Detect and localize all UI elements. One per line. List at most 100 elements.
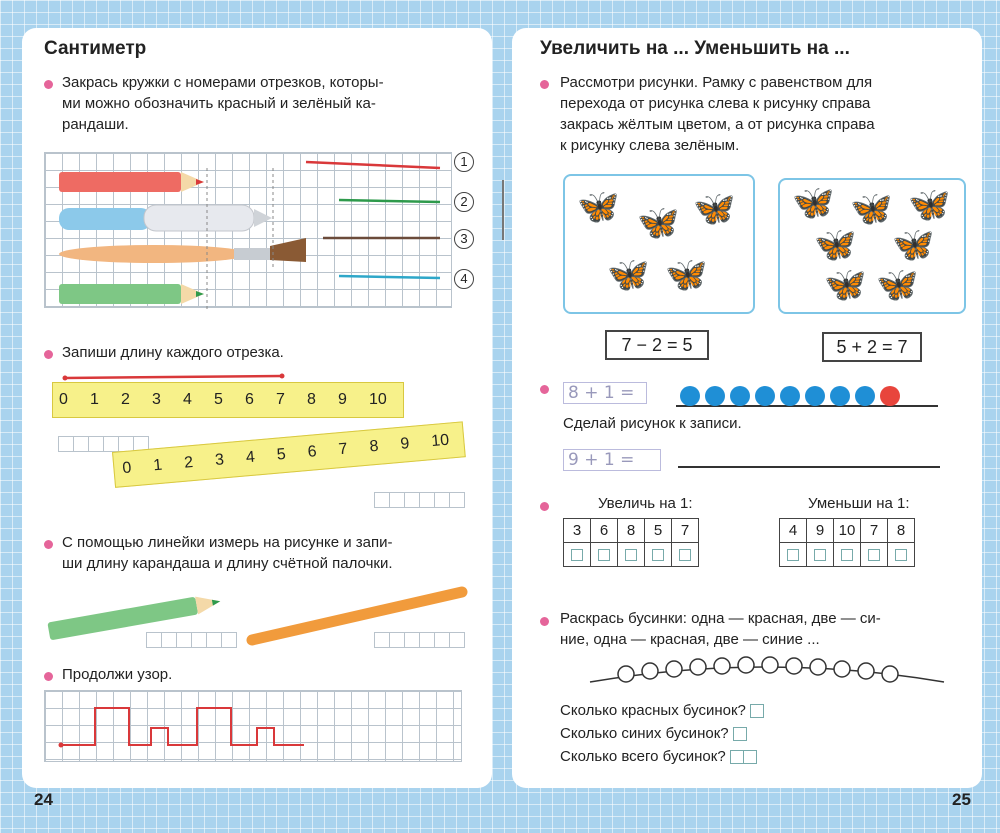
green-pencil [59, 284, 204, 304]
drawing-line[interactable] [678, 466, 940, 468]
increase-number: 8 [617, 518, 645, 543]
butterfly-icon: 🦋 [876, 266, 919, 304]
answer-box[interactable] [742, 750, 757, 765]
pencils-and-segments [59, 160, 441, 310]
ruler-label: 9 [338, 391, 347, 408]
answer-box[interactable] [750, 704, 765, 719]
page-number-left: 24 [34, 790, 53, 809]
question-total-text: Сколько всего бусинок? [560, 748, 726, 765]
question-red-text: Сколько красных бусинок? [560, 702, 746, 719]
answer-cell[interactable] [563, 542, 591, 567]
decrease-number: 9 [806, 518, 834, 543]
task3-text: С помощью линейки измерь на рисунке и за… [62, 532, 482, 574]
ruler-label: 2 [183, 454, 194, 472]
r-task1-line4: к рисунку слева зелёным. [560, 137, 740, 154]
task1-line1: Закрась кружки с номерами отрезков, кото… [62, 74, 384, 91]
answer-box[interactable] [732, 727, 747, 742]
empty-bead[interactable] [641, 662, 659, 680]
bullet [540, 617, 549, 626]
r-task4-text: Раскрась бусинки: одна — красная, две — … [560, 608, 980, 650]
task1-line2: ми можно обозначить красный и зелёный ка… [62, 95, 376, 112]
answer-box[interactable] [729, 750, 744, 765]
empty-bead[interactable] [665, 660, 683, 678]
bead-string [676, 386, 938, 407]
question-total: Сколько всего бусинок? [560, 746, 757, 767]
r-task1-line1: Рассмотри рисунки. Рамку с равенством дл… [560, 74, 873, 91]
butterfly-icon: 🦋 [814, 226, 857, 264]
pattern-grid[interactable] [44, 690, 462, 762]
ruler-label: 7 [337, 440, 349, 459]
answer-cell[interactable] [617, 542, 645, 567]
butterfly-icon: 🦋 [850, 190, 893, 228]
ruler-label: 3 [214, 451, 225, 470]
segment-number-1[interactable]: 1 [454, 152, 474, 172]
answer-cell[interactable] [887, 542, 915, 567]
question-blue: Сколько синих бусинок? [560, 723, 747, 744]
segment-number-4[interactable]: 4 [454, 269, 474, 289]
decrease-number: 7 [860, 518, 888, 543]
bullet [44, 350, 53, 359]
answer-cell[interactable] [860, 542, 888, 567]
empty-bead[interactable] [713, 657, 731, 675]
question-red: Сколько красных бусинок? [560, 700, 765, 721]
ruler-label: 5 [214, 391, 223, 408]
empty-bead[interactable] [689, 658, 707, 676]
left-page-title: Сантиметр [44, 38, 147, 59]
task3-line2: ши длину карандаша и длину счётной палоч… [62, 555, 393, 572]
answer-cell[interactable] [779, 542, 807, 567]
segment-1 [305, 160, 441, 170]
ruler-label: 4 [245, 448, 256, 467]
answer-cell[interactable] [590, 542, 618, 567]
empty-bead[interactable] [737, 656, 755, 674]
bullet [540, 80, 549, 89]
pencil-and-stick [47, 586, 468, 646]
blue-marker [59, 204, 272, 232]
red-pencil [59, 172, 204, 192]
expression-2: 9 + 1 = [563, 449, 661, 471]
empty-bead[interactable] [857, 662, 875, 680]
bead [780, 386, 800, 406]
picture-right: 🦋 🦋 🦋 🦋 🦋 🦋 🦋 [778, 178, 966, 314]
r-task1-text: Рассмотри рисунки. Рамку с равенством дл… [560, 72, 980, 156]
increase-label: Увеличь на 1: [598, 495, 693, 512]
ruler-label: 0 [59, 391, 68, 408]
answer-cells[interactable] [374, 492, 465, 508]
bead [805, 386, 825, 406]
ruler-label: 1 [90, 391, 99, 408]
butterfly-icon: 🦋 [824, 266, 867, 304]
bullet [44, 672, 53, 681]
equation-box-left[interactable]: 7 − 2 = 5 [605, 330, 709, 360]
bead [730, 386, 750, 406]
answer-cells[interactable] [146, 632, 237, 648]
equation-box-right[interactable]: 5 + 2 = 7 [822, 332, 922, 362]
segment-number-2[interactable]: 2 [454, 192, 474, 212]
butterfly-icon: 🦋 [637, 204, 680, 242]
ruler-label: 9 [399, 435, 411, 453]
ruler-label: 0 [121, 459, 133, 478]
bullet [540, 502, 549, 511]
ruler-label: 5 [276, 445, 287, 464]
r-task4-line2: ние, одна — красная, две — синие ... [560, 631, 820, 648]
beads-to-color[interactable] [588, 652, 948, 696]
increase-number: 7 [671, 518, 699, 543]
ruler-label: 1 [152, 456, 163, 475]
bead [830, 386, 850, 406]
empty-bead[interactable] [617, 665, 635, 683]
empty-bead[interactable] [809, 658, 827, 676]
butterfly-icon: 🦋 [577, 188, 620, 226]
empty-bead[interactable] [785, 657, 803, 675]
empty-bead[interactable] [761, 656, 779, 674]
empty-bead[interactable] [881, 665, 899, 683]
answer-cell[interactable] [806, 542, 834, 567]
answer-cell[interactable] [644, 542, 672, 567]
answer-cell[interactable] [671, 542, 699, 567]
paint-brush [59, 238, 306, 263]
answer-cell[interactable] [833, 542, 861, 567]
segment-2 [338, 198, 441, 204]
ruler-label: 10 [430, 431, 450, 451]
increase-table: 3 6 8 5 7 [563, 518, 699, 567]
butterfly-icon: 🦋 [908, 186, 951, 224]
segment-number-3[interactable]: 3 [454, 229, 474, 249]
empty-bead[interactable] [833, 660, 851, 678]
answer-cells[interactable] [374, 632, 465, 648]
